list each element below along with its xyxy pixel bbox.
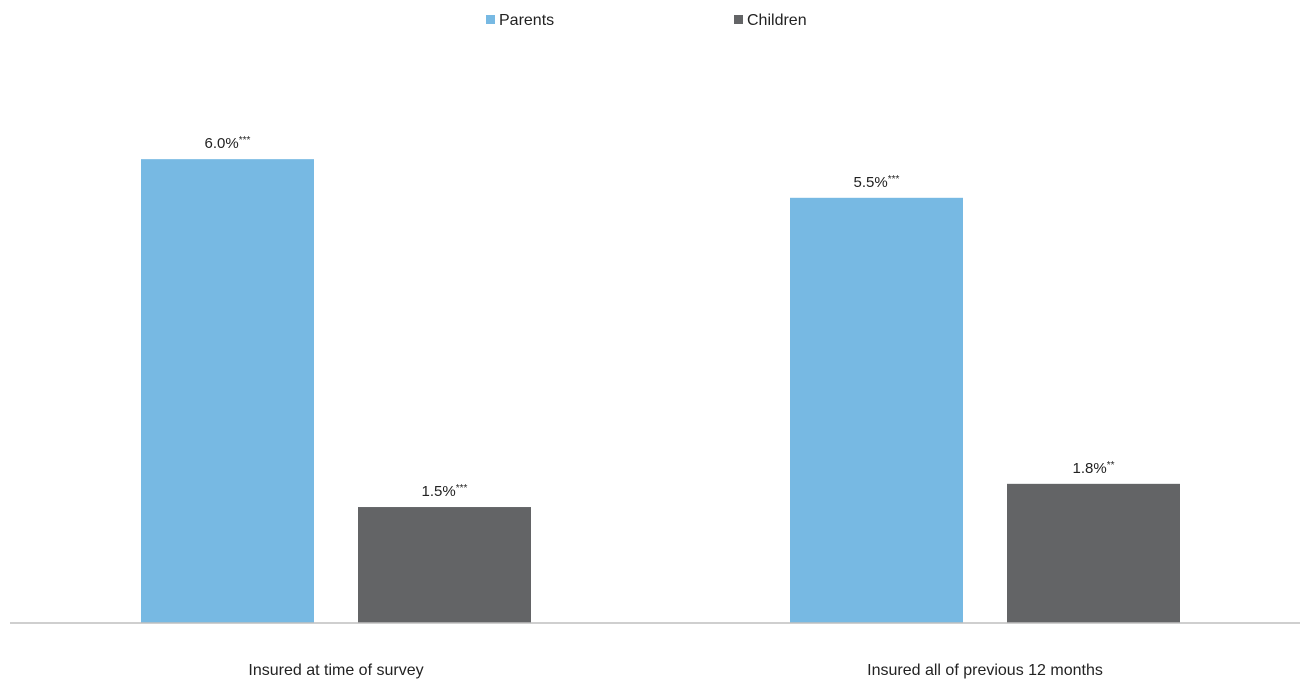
data-label-value: 5.5%	[854, 174, 888, 191]
data-label-significance: **	[1107, 460, 1115, 471]
legend-label-children: Children	[747, 12, 807, 29]
category-label-1: Insured at time of survey	[248, 662, 423, 679]
bar-parents-1	[141, 159, 314, 623]
data-label-parents-1: 6.0%***	[205, 135, 251, 152]
data-label-significance: ***	[888, 174, 900, 185]
legend-label-parents: Parents	[499, 12, 554, 29]
bar-children-1	[358, 507, 531, 623]
data-label-value: 6.0%	[205, 135, 239, 152]
category-labels: Insured at time of survey Insured all of …	[248, 662, 1102, 679]
legend-swatch-parents	[486, 15, 495, 24]
legend: Parents Children	[486, 12, 807, 29]
data-label-value: 1.8%	[1073, 460, 1107, 477]
category-label-2: Insured all of previous 12 months	[867, 662, 1103, 679]
bar-labels: 6.0%***1.5%***5.5%***1.8%**	[205, 135, 1115, 500]
bar-parents-2	[790, 197, 963, 624]
data-label-children-1: 1.5%***	[422, 483, 468, 500]
bars	[141, 159, 1180, 624]
data-label-parents-2: 5.5%***	[854, 174, 900, 191]
bar-children-2	[1007, 483, 1180, 623]
data-label-significance: ***	[239, 135, 251, 146]
legend-swatch-children	[734, 15, 743, 24]
data-label-value: 1.5%	[422, 483, 456, 500]
data-label-significance: ***	[456, 483, 468, 494]
data-label-children-2: 1.8%**	[1073, 460, 1115, 477]
